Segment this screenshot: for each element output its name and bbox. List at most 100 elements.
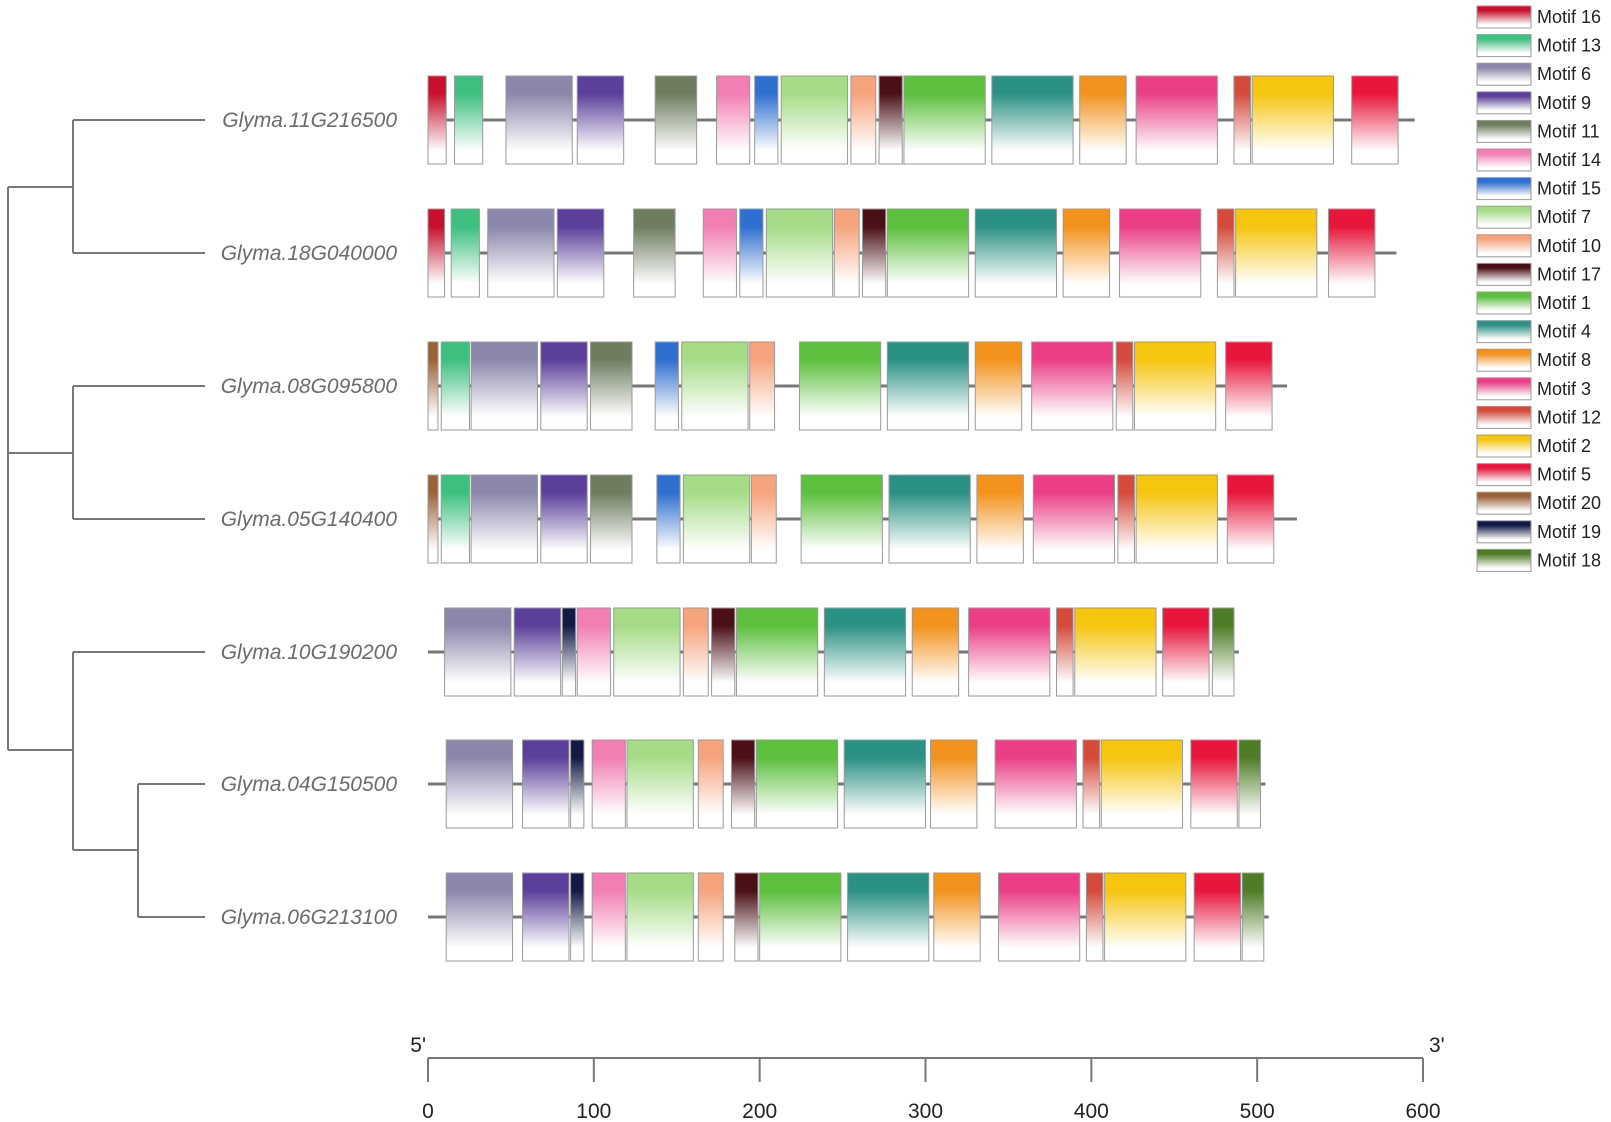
legend-label: Motif 11: [1537, 121, 1600, 141]
motif-box-8: [929, 739, 978, 829]
motif-box-9: [556, 208, 605, 298]
motif-box-7: [613, 607, 681, 697]
motif-box-17: [861, 208, 887, 298]
motif-box-3: [1135, 75, 1218, 165]
legend-label: Motif 17: [1537, 264, 1601, 284]
motif-box-8: [911, 607, 960, 697]
motif-box-4: [847, 872, 930, 962]
motif-box-13: [450, 208, 480, 298]
motif-box-2: [1104, 872, 1187, 962]
axis-tick-label: 300: [908, 1100, 943, 1122]
legend-swatch: [1476, 377, 1532, 401]
gene-track: [428, 872, 1269, 962]
gene-label: Glyma.11G216500: [222, 109, 397, 132]
motif-box-14: [591, 739, 626, 829]
motif-box-1: [759, 872, 842, 962]
legend-label: Motif 5: [1537, 465, 1591, 485]
motif-box-10: [749, 341, 776, 431]
legend-swatch: [1476, 491, 1532, 515]
motif-box-15: [754, 75, 779, 165]
legend-label: Motif 16: [1537, 7, 1601, 27]
legend-swatch: [1476, 291, 1532, 315]
motif-box-18: [1211, 607, 1235, 697]
motif-box-3: [1032, 474, 1116, 564]
motif-box-5: [1162, 607, 1210, 697]
motif-box-10: [850, 75, 877, 165]
gene-track: [427, 208, 1397, 298]
legend-swatch: [1476, 405, 1532, 429]
legend-swatch: [1476, 148, 1532, 172]
motif-box-4: [974, 208, 1058, 298]
motif-box-14: [591, 872, 626, 962]
legend-swatch: [1476, 205, 1532, 229]
motif-box-13: [454, 75, 484, 165]
motif-box-13: [440, 341, 470, 431]
motif-box-13: [440, 474, 470, 564]
motif-box-9: [576, 75, 625, 165]
motif-box-5: [1193, 872, 1242, 962]
legend-swatch: [1476, 463, 1532, 487]
legend: Motif 16 Motif 13 Motif 6 Motif 9 Motif 11 Mo…: [1476, 5, 1601, 572]
motif-box-9: [540, 474, 588, 564]
motif-box-1: [903, 75, 986, 165]
legend-swatch: [1476, 320, 1532, 344]
motif-box-6: [470, 474, 538, 564]
motif-box-8: [1079, 75, 1127, 165]
motif-box-7: [780, 75, 849, 165]
gene-label: Glyma.18G040000: [221, 242, 398, 265]
motif-box-19: [570, 872, 585, 962]
legend-label: Motif 19: [1537, 522, 1601, 542]
legend-label: Motif 9: [1537, 93, 1591, 113]
motif-box-3: [994, 739, 1077, 829]
motif-box-15: [654, 341, 679, 431]
motif-box-5: [1190, 739, 1238, 829]
motif-box-17: [734, 872, 759, 962]
motif-box-11: [590, 474, 633, 564]
legend-swatch: [1476, 177, 1532, 201]
motif-box-9: [522, 872, 570, 962]
axis-start-label: 5': [410, 1034, 426, 1057]
motif-box-3: [968, 607, 1051, 697]
motif-box-16: [427, 75, 447, 165]
motif-box-7: [682, 474, 751, 564]
axis-tick-label: 200: [742, 1100, 777, 1122]
motif-box-4: [888, 474, 971, 564]
motif-box-17: [730, 739, 756, 829]
gene-labels: Glyma.11G216500 Glyma.18G040000 Glyma.08G0…: [221, 109, 398, 929]
motif-box-18: [1241, 872, 1265, 962]
motif-box-20: [427, 341, 439, 431]
motif-box-12: [1233, 75, 1252, 165]
legend-label: Motif 7: [1537, 207, 1591, 227]
axis-tick-label: 600: [1405, 1100, 1440, 1122]
legend-label: Motif 2: [1537, 436, 1591, 456]
motif-box-2: [1251, 75, 1334, 165]
legend-label: Motif 13: [1537, 36, 1601, 56]
axis-end-label: 3': [1429, 1034, 1445, 1057]
motif-box-12: [1115, 341, 1134, 431]
axis-tick-label: 400: [1074, 1100, 1109, 1122]
legend-swatch: [1476, 5, 1532, 29]
motif-box-9: [522, 739, 570, 829]
motif-box-12: [1216, 208, 1235, 298]
motif-box-11: [633, 208, 676, 298]
motif-box-19: [561, 607, 577, 697]
legend-label: Motif 14: [1537, 150, 1601, 170]
motif-box-14: [716, 75, 751, 165]
motif-box-10: [833, 208, 860, 298]
legend-swatch: [1476, 520, 1532, 544]
motif-box-5: [1327, 208, 1376, 298]
motif-box-4: [991, 75, 1074, 165]
legend-swatch: [1476, 434, 1532, 458]
motif-box-14: [576, 607, 611, 697]
motif-box-2: [1100, 739, 1184, 829]
motif-box-10: [750, 474, 777, 564]
motif-box-8: [976, 474, 1024, 564]
legend-label: Motif 4: [1537, 322, 1591, 342]
legend-swatch: [1476, 548, 1532, 572]
legend-swatch: [1476, 348, 1532, 372]
motif-box-20: [427, 474, 439, 564]
motif-box-5: [1225, 341, 1273, 431]
legend-label: Motif 12: [1537, 407, 1601, 427]
gene-label: Glyma.06G213100: [221, 906, 398, 929]
gene-track: [428, 607, 1239, 697]
